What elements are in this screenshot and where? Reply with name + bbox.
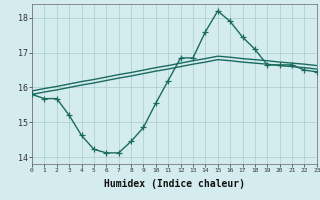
X-axis label: Humidex (Indice chaleur): Humidex (Indice chaleur): [104, 179, 245, 189]
